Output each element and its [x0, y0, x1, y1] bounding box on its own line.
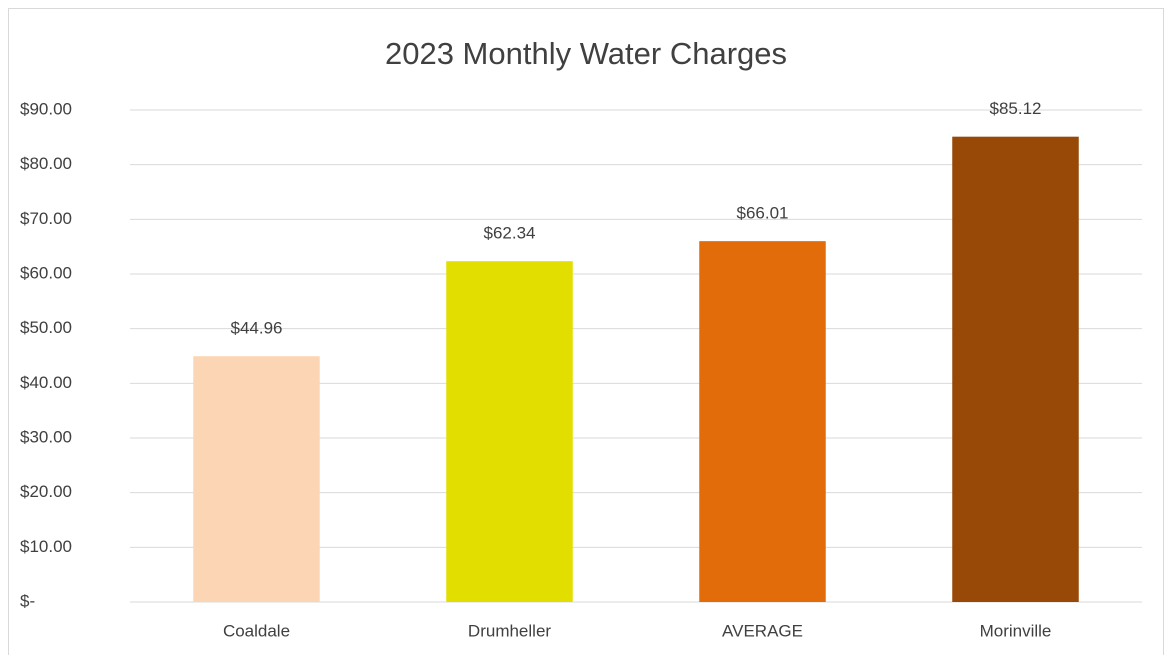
x-tick-label: Drumheller	[468, 621, 551, 640]
y-tick-label: $-	[20, 591, 35, 610]
y-tick-label: $50.00	[20, 318, 72, 337]
chart-title: 2023 Monthly Water Charges	[385, 36, 787, 71]
y-tick-label: $40.00	[20, 373, 72, 392]
y-tick-label: $70.00	[20, 209, 72, 228]
data-label: $85.12	[990, 99, 1042, 118]
x-tick-label: Morinville	[980, 621, 1052, 640]
x-tick-label: Coaldale	[223, 621, 290, 640]
data-label: $62.34	[484, 224, 536, 243]
data-label: $44.96	[231, 319, 283, 338]
y-tick-label: $10.00	[20, 537, 72, 556]
bar	[699, 241, 826, 603]
y-tick-label: $20.00	[20, 482, 72, 501]
bar	[193, 356, 320, 602]
data-label: $66.01	[737, 204, 789, 223]
bar	[952, 136, 1079, 602]
y-tick-label: $80.00	[20, 154, 72, 173]
y-tick-label: $30.00	[20, 427, 72, 446]
bar	[446, 261, 573, 602]
x-tick-label: AVERAGE	[722, 621, 803, 640]
y-tick-label: $60.00	[20, 263, 72, 282]
y-tick-label: $90.00	[20, 99, 72, 118]
